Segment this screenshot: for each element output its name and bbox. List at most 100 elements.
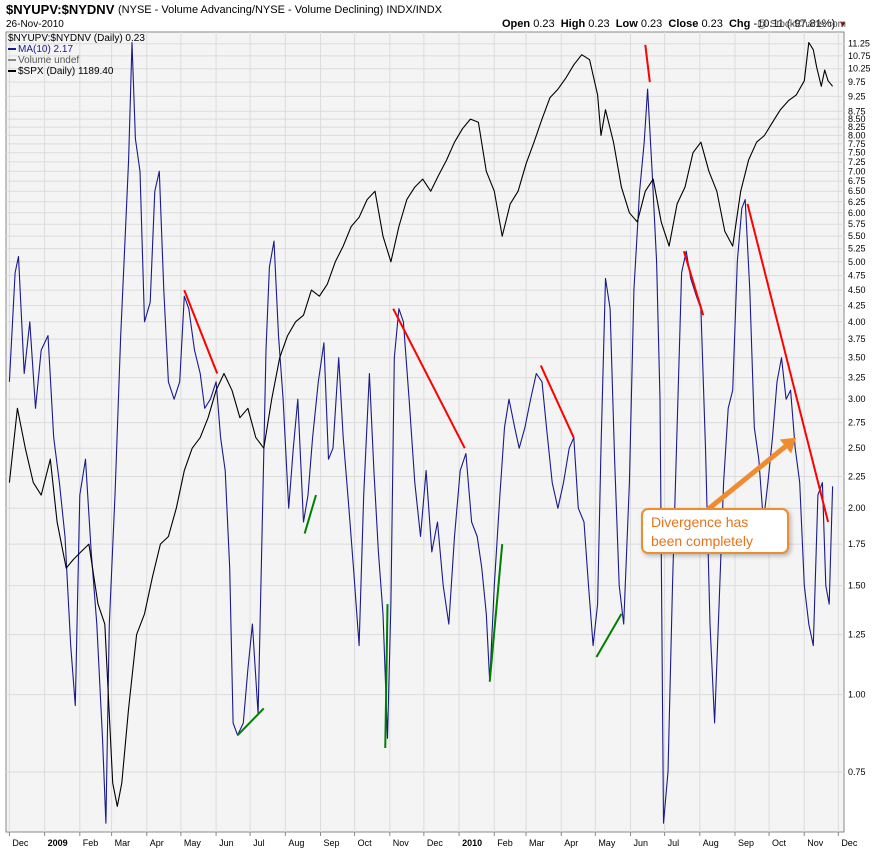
y-tick-label: 3.25 bbox=[848, 373, 866, 383]
chg-label: Chg bbox=[728, 18, 751, 30]
y-tick-label: 3.50 bbox=[848, 353, 866, 363]
y-tick-label: 8.00 bbox=[848, 130, 866, 140]
y-tick-label: 3.75 bbox=[848, 334, 866, 344]
x-tick-label: Jun bbox=[219, 838, 234, 848]
y-tick-label: 2.00 bbox=[848, 503, 866, 513]
brand-watermark: @ StockCharts.com bbox=[756, 19, 846, 30]
y-tick-label: 5.00 bbox=[848, 257, 866, 267]
legend-ma-text: MA(10) 2.17 bbox=[18, 44, 74, 55]
x-tick-label: Jul bbox=[668, 838, 680, 848]
divergence-callout: Divergence has been completely bbox=[641, 508, 789, 554]
y-tick-label: 10.75 bbox=[848, 51, 871, 61]
spx-series-line bbox=[8, 41, 834, 807]
y-tick-label: 2.25 bbox=[848, 472, 866, 482]
y-tick-label: 2.50 bbox=[848, 443, 866, 453]
y-tick-label: 9.75 bbox=[848, 77, 866, 87]
x-tick-label: Aug bbox=[288, 838, 304, 848]
low-value: 0.23 bbox=[640, 18, 663, 30]
y-tick-label: 8.50 bbox=[848, 114, 866, 124]
x-tick-label: Apr bbox=[150, 838, 164, 848]
legend-ratio-text: $NYUPV:$NYDNV (Daily) 0.23 bbox=[8, 33, 145, 44]
close-value: 0.23 bbox=[701, 18, 723, 30]
x-tick-label: Apr bbox=[564, 838, 578, 848]
x-tick-label: Oct bbox=[358, 838, 373, 848]
bearish-divergence-line bbox=[392, 308, 466, 449]
bullish-divergence-line bbox=[236, 707, 265, 736]
x-tick-label: Feb bbox=[497, 838, 513, 848]
x-axis-ticks: Dec 2009 Feb Mar Apr May Jun Jul Aug Sep Oct Nov Dec… bbox=[8, 832, 858, 848]
x-tick-label: Mar bbox=[529, 838, 545, 848]
y-tick-label: 5.50 bbox=[848, 231, 866, 241]
plot-background bbox=[5, 31, 845, 833]
bullish-divergence-line bbox=[384, 604, 389, 749]
y-tick-label: 7.50 bbox=[848, 148, 866, 158]
chart-date: 26-Nov-2010 bbox=[6, 19, 64, 30]
y-tick-label: 0.75 bbox=[848, 767, 866, 777]
chg-value: -10.11 (-97.81%) bbox=[753, 18, 836, 30]
down-arrow-icon: ▼ bbox=[838, 19, 848, 29]
y-tick-label: 11.25 bbox=[848, 39, 870, 49]
low-label: Low bbox=[615, 18, 638, 30]
y-tick-label: 2.75 bbox=[848, 418, 866, 428]
x-tick-label: Dec bbox=[841, 838, 858, 848]
x-tick-label: Jul bbox=[253, 838, 265, 848]
x-tick-label: May bbox=[598, 838, 616, 848]
y-tick-label: 7.75 bbox=[848, 139, 866, 149]
close-label: Close bbox=[668, 18, 699, 30]
bearish-divergence-line bbox=[539, 365, 575, 439]
y-tick-label: 4.50 bbox=[848, 285, 866, 295]
legend-ma: MA(10) 2.17 bbox=[8, 44, 73, 55]
high-value: 0.23 bbox=[588, 18, 610, 30]
x-tick-label: Nov bbox=[807, 838, 824, 848]
legend-volume-text: Volume undef bbox=[18, 55, 80, 66]
y-tick-label: 8.25 bbox=[848, 122, 866, 132]
symbol-description: (NYSE - Volume Advancing/NYSE - Volume D… bbox=[118, 4, 443, 16]
legend-ma-swatch bbox=[8, 48, 16, 51]
x-tick-label: Sep bbox=[324, 838, 340, 848]
y-tick-label: 7.25 bbox=[848, 157, 866, 167]
x-tick-label: Sep bbox=[738, 838, 754, 848]
y-tick-label: 9.25 bbox=[848, 91, 866, 101]
legend-spx-swatch bbox=[8, 70, 16, 73]
y-tick-label: 6.50 bbox=[848, 186, 866, 196]
high-label: High bbox=[560, 18, 586, 30]
legend-ratio: $NYUPV:$NYDNV (Daily) 0.23 bbox=[8, 33, 145, 44]
open-value: 0.23 bbox=[533, 18, 555, 30]
bullish-divergence-line bbox=[595, 613, 623, 658]
x-tick-label: Dec bbox=[427, 838, 444, 848]
bullish-divergence-line bbox=[488, 544, 504, 682]
y-tick-label: 5.25 bbox=[848, 244, 866, 254]
x-tick-label: Mar bbox=[115, 838, 131, 848]
x-tick-label: Aug bbox=[703, 838, 719, 848]
callout-arrow bbox=[699, 437, 797, 517]
y-tick-label: 6.25 bbox=[848, 197, 866, 207]
symbol-title: $NYUPV:$NYDNV bbox=[6, 2, 115, 17]
ohlc-readout: Open 0.23 High 0.23 Low 0.23 Close 0.23 … bbox=[502, 18, 847, 30]
open-label: Open bbox=[502, 18, 531, 30]
bearish-divergence-line bbox=[682, 250, 705, 316]
y-axis-ticks: 0.75 1.00 1.25 1.50 1.75 2.00 2.25 2.50 2.75 3.00… bbox=[848, 39, 871, 777]
y-tick-label: 1.75 bbox=[848, 539, 866, 549]
x-tick-label: Dec bbox=[12, 838, 29, 848]
gridlines bbox=[6, 32, 844, 832]
y-tick-label: 1.50 bbox=[848, 581, 866, 591]
legend-spx: $SPX (Daily) 1189.40 bbox=[8, 66, 113, 77]
y-tick-label: 6.00 bbox=[848, 208, 866, 218]
y-tick-label: 8.75 bbox=[848, 106, 866, 116]
y-tick-label: 7.00 bbox=[848, 166, 866, 176]
y-tick-label: 10.25 bbox=[848, 64, 871, 74]
y-tick-label: 1.00 bbox=[848, 690, 866, 700]
bearish-divergence-line bbox=[746, 203, 830, 523]
x-tick-label: May bbox=[184, 838, 202, 848]
legend-volume: Volume undef bbox=[8, 55, 79, 66]
bearish-divergence-line bbox=[644, 44, 651, 83]
x-tick-label: Jun bbox=[634, 838, 649, 848]
x-tick-label: Nov bbox=[393, 838, 410, 848]
divergence-lines bbox=[183, 44, 830, 749]
y-tick-label: 5.75 bbox=[848, 219, 866, 229]
y-tick-label: 3.00 bbox=[848, 394, 866, 404]
callout-arrow-head bbox=[779, 437, 797, 454]
legend-volume-swatch bbox=[8, 59, 16, 62]
bearish-divergence-line bbox=[183, 289, 219, 374]
